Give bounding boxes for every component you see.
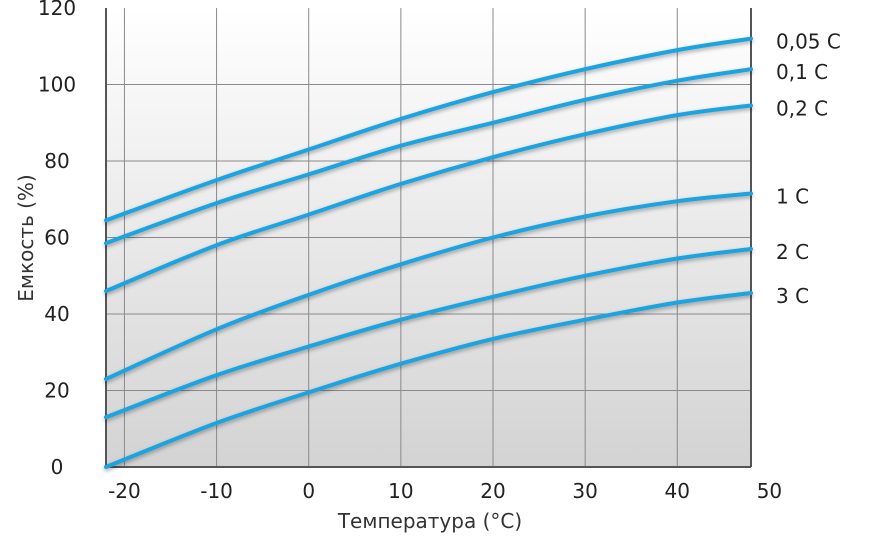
y-tick-label: 100 xyxy=(38,73,76,97)
series-line-1 xyxy=(104,67,753,246)
x-tick-label: 0 xyxy=(302,479,315,503)
series-label-4: 2 C xyxy=(776,240,809,264)
y-tick-label: 40 xyxy=(44,302,69,326)
series-line-5 xyxy=(104,291,753,469)
x-tick-label: 20 xyxy=(480,479,505,503)
x-tick-label: -20 xyxy=(108,479,141,503)
y-tick-label: 120 xyxy=(38,0,76,20)
series-line-0 xyxy=(104,36,753,223)
series-label-2: 0,2 C xyxy=(776,97,828,121)
series-label-0: 0,05 C xyxy=(776,30,841,54)
series-label-3: 1 C xyxy=(776,185,809,209)
y-tick-label: 80 xyxy=(44,149,69,173)
series-line-4 xyxy=(104,247,753,420)
x-tick-label: -10 xyxy=(200,479,233,503)
series-line-2 xyxy=(104,103,753,294)
x-axis-title: Температура (°C) xyxy=(337,509,522,533)
series-label-1: 0,1 C xyxy=(776,60,828,84)
x-tick-label: 30 xyxy=(572,479,597,503)
y-tick-label: 60 xyxy=(44,226,69,250)
x-tick-label: 40 xyxy=(665,479,690,503)
x-tick-label: 50 xyxy=(757,479,782,503)
series-label-5: 3 C xyxy=(776,284,809,308)
x-tick-label: 10 xyxy=(388,479,413,503)
y-tick-label: 0 xyxy=(51,455,64,479)
y-tick-label: 20 xyxy=(44,379,69,403)
series-line-3 xyxy=(104,191,753,381)
y-axis-title: Емкость (%) xyxy=(14,174,38,301)
